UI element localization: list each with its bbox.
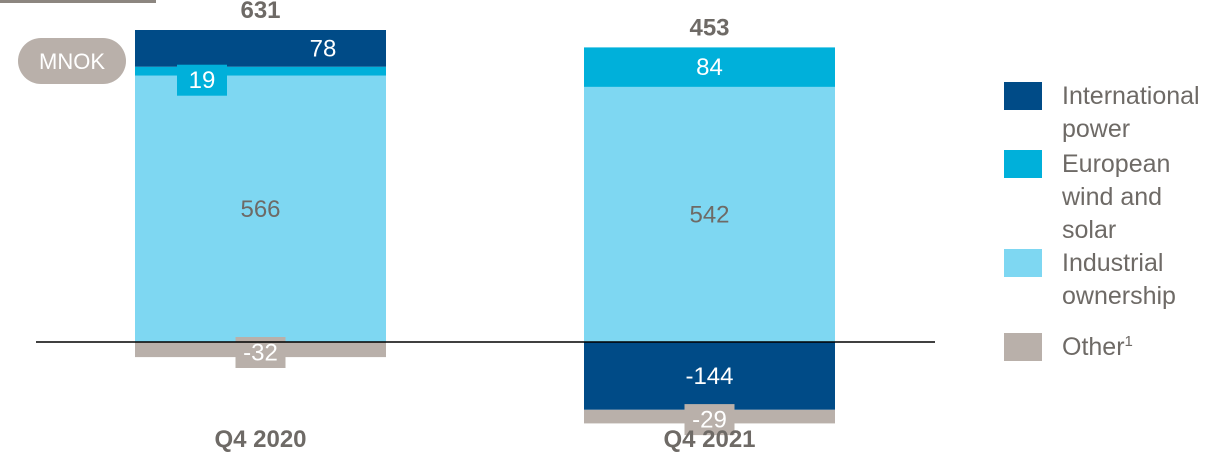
legend-item-other: Other1 bbox=[1004, 333, 1133, 361]
bar-european-wind-and-solar-q4-2020 bbox=[135, 66, 386, 76]
bar-industrial-ownership-q4-2020 bbox=[135, 75, 386, 342]
bars-layer bbox=[135, 30, 835, 424]
unit-badge-pill bbox=[18, 38, 126, 84]
header-rule bbox=[0, 0, 156, 3]
value-label-other-q4-2021: -29 bbox=[692, 407, 727, 434]
category-label-q4-2020: Q4 2020 bbox=[214, 426, 306, 453]
value-label-international-power-q4-2021: -144 bbox=[685, 363, 733, 390]
label-box-other-q4-2021 bbox=[684, 404, 735, 436]
labels-layer: 566 19 78 -32 631 Q4 2020 542 84 -144 -29 453 Q4 20… bbox=[177, 0, 756, 453]
label-box-european-wind-and-solar-q4-2020 bbox=[177, 64, 227, 96]
bar-european-wind-and-solar-q4-2021 bbox=[584, 47, 835, 87]
legend-swatch-european-wind-and-solar bbox=[1004, 150, 1042, 178]
legend-label-european-wind-and-solar: European wind and solar bbox=[1061, 150, 1170, 244]
legend-item-industrial-ownership: Industrial ownership bbox=[1004, 249, 1176, 310]
legend-swatch-international-power bbox=[1004, 82, 1042, 110]
legend: International power European wind and solarI… bbox=[1004, 82, 1200, 361]
value-label-industrial-ownership-q4-2020: 566 bbox=[240, 196, 280, 223]
bar-international-power-q4-2021 bbox=[584, 342, 835, 410]
total-label-q4-2021: 453 bbox=[689, 14, 729, 41]
value-label-other-q4-2020: -32 bbox=[243, 340, 278, 367]
legend-swatch-other bbox=[1004, 333, 1042, 361]
value-label-industrial-ownership-q4-2021: 542 bbox=[689, 202, 729, 229]
legend-label-other: Other1 bbox=[1062, 333, 1133, 361]
value-label-international-power-q4-2020: 78 bbox=[310, 35, 337, 62]
bar-international-power-q4-2020 bbox=[135, 30, 386, 67]
legend-label-international-power: International power bbox=[1062, 82, 1200, 143]
category-label-q4-2021: Q4 2021 bbox=[663, 426, 755, 453]
legend-label-industrial-ownership: Industrial ownership bbox=[1062, 249, 1176, 310]
unit-badge-text: MNOK bbox=[39, 49, 105, 74]
unit-badge: MNOK bbox=[18, 38, 126, 84]
legend-swatch-industrial-ownership bbox=[1004, 249, 1042, 277]
legend-item-european-wind-and-solar: European wind and solar bbox=[1004, 150, 1170, 244]
legend-item-international-power: International power bbox=[1004, 82, 1200, 143]
value-label-european-wind-and-solar-q4-2021: 84 bbox=[696, 54, 723, 81]
total-label-q4-2020: 631 bbox=[240, 0, 280, 24]
value-label-european-wind-and-solar-q4-2020: 19 bbox=[189, 67, 216, 94]
bar-industrial-ownership-q4-2021 bbox=[584, 86, 835, 343]
